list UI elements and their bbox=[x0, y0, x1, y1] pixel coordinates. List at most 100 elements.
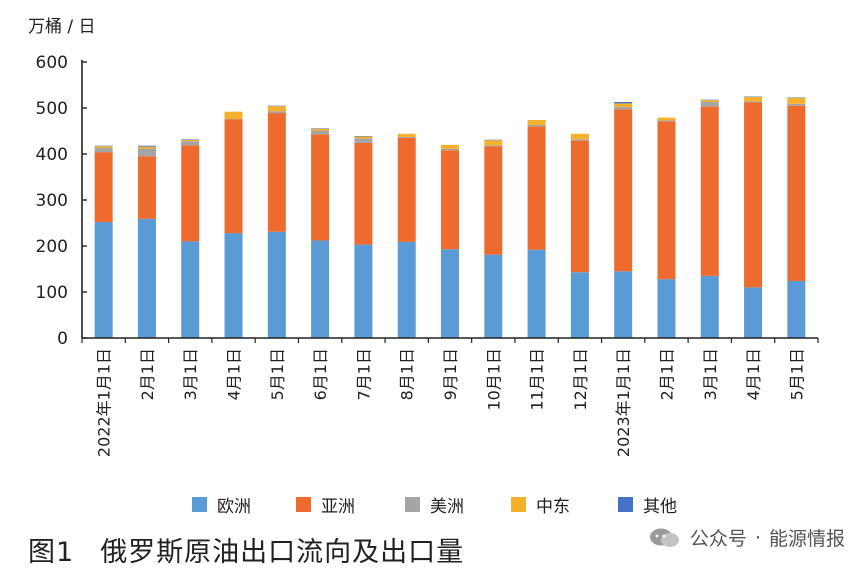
bar-segment-s3-c9 bbox=[484, 140, 503, 146]
bar-segment-s3-c13 bbox=[657, 117, 676, 121]
bar-segment-s1-c12 bbox=[614, 109, 633, 272]
bar-segment-s1-c5 bbox=[311, 134, 330, 241]
bar-segment-s3-c2 bbox=[181, 139, 200, 142]
legend-label-other: 其他 bbox=[643, 497, 677, 517]
bars-layer bbox=[94, 96, 806, 338]
legend-label-asia: 亚洲 bbox=[321, 497, 355, 517]
bar-segment-s3-c11 bbox=[570, 133, 589, 140]
figure-caption: 图1 俄罗斯原油出口流向及出口量 bbox=[28, 530, 464, 569]
legend-label-middle-east: 中东 bbox=[536, 497, 570, 517]
bar-segment-s0-c2 bbox=[181, 241, 200, 338]
x-tick-label: 12月1日 bbox=[571, 348, 590, 411]
bar-segment-s1-c8 bbox=[441, 150, 459, 250]
watermark-account: 公众号 bbox=[689, 528, 747, 550]
bar-segment-s1-c10 bbox=[527, 126, 546, 250]
wechat-icon bbox=[649, 528, 679, 547]
legend-item-middle-east: 中东 bbox=[511, 492, 570, 517]
x-tick-label: 8月1日 bbox=[398, 348, 417, 400]
bar-segment-s2-c0 bbox=[94, 148, 113, 153]
bar-segment-s3-c10 bbox=[527, 119, 546, 126]
y-tick-label: 300 bbox=[36, 191, 68, 211]
bar-segment-s3-c5 bbox=[311, 128, 330, 131]
stacked-bar-chart: 0 100 200 300 400 500 600 2022年1月1日 2月1日 3月1日 4月1日… bbox=[36, 53, 819, 457]
axes-layer: 0 100 200 300 400 500 600 2022年1月1日 2月1日 3月1日 4月1日… bbox=[36, 53, 819, 457]
bar-segment-s3-c3 bbox=[224, 111, 243, 120]
bar-segment-s2-c14 bbox=[700, 102, 719, 107]
bar-segment-s1-c0 bbox=[94, 152, 113, 223]
bar-segment-s2-c8 bbox=[441, 148, 459, 151]
y-unit-label: 万桶 / 日 bbox=[28, 17, 96, 37]
bar-segment-s3-c15 bbox=[744, 96, 763, 102]
x-tick-label: 4月1日 bbox=[744, 348, 763, 400]
bar-segment-s4-c12 bbox=[614, 102, 633, 104]
bar-segment-s0-c3 bbox=[224, 233, 243, 338]
bar-segment-s2-c4 bbox=[267, 111, 286, 114]
bar-segment-s0-c11 bbox=[570, 272, 589, 338]
bar-segment-s3-c7 bbox=[397, 133, 416, 137]
bar-segment-s0-c9 bbox=[484, 254, 503, 338]
bar-segment-s2-c10 bbox=[527, 125, 546, 127]
legend-swatch-asia bbox=[296, 497, 311, 512]
bar-segment-s1-c1 bbox=[137, 156, 156, 219]
bar-segment-s2-c2 bbox=[181, 141, 200, 146]
legend-item-europe: 欧洲 bbox=[192, 492, 251, 517]
bar-segment-s0-c12 bbox=[614, 271, 633, 338]
bar-segment-s1-c4 bbox=[267, 113, 286, 232]
bar-segment-s0-c15 bbox=[744, 287, 763, 338]
bar-segment-s0-c7 bbox=[397, 241, 416, 338]
x-tick-label: 2022年1月1日 bbox=[95, 348, 114, 457]
legend-swatch-other bbox=[618, 497, 633, 512]
bar-segment-s2-c6 bbox=[354, 138, 373, 143]
legend-item-asia: 亚洲 bbox=[296, 492, 355, 517]
x-tick-label: 5月1日 bbox=[787, 348, 806, 400]
y-tick-label: 400 bbox=[36, 145, 68, 165]
bar-segment-s3-c14 bbox=[700, 100, 719, 103]
bar-segment-s2-c15 bbox=[744, 101, 763, 103]
bar-segment-s2-c11 bbox=[570, 139, 589, 141]
y-tick-label: 500 bbox=[36, 99, 68, 119]
watermark: 公众号 · 能源情报 bbox=[648, 524, 845, 551]
bar-segment-s0-c1 bbox=[137, 218, 156, 338]
bar-segment-s4-c1 bbox=[137, 145, 156, 147]
y-tick-label: 0 bbox=[57, 329, 68, 349]
bar-segment-s1-c15 bbox=[744, 102, 763, 288]
bar-segment-s0-c16 bbox=[787, 280, 806, 338]
watermark-name: 能源情报 bbox=[768, 528, 845, 550]
bar-segment-s0-c14 bbox=[700, 275, 719, 338]
legend: 欧洲 亚洲 美洲 中东 其他 bbox=[0, 492, 865, 520]
x-tick-label: 3月1日 bbox=[701, 348, 720, 400]
bar-segment-s1-c14 bbox=[700, 106, 719, 276]
x-tick-label: 9月1日 bbox=[441, 348, 460, 400]
legend-item-americas: 美洲 bbox=[405, 492, 464, 517]
legend-swatch-middle-east bbox=[511, 497, 526, 512]
bar-segment-s2-c7 bbox=[397, 136, 416, 138]
bar-segment-s3-c0 bbox=[94, 146, 113, 149]
figure-number: 图1 bbox=[28, 537, 75, 568]
bar-segment-s1-c6 bbox=[354, 142, 373, 245]
bar-segment-s3-c8 bbox=[441, 144, 459, 149]
bar-segment-s0-c6 bbox=[354, 244, 373, 338]
bar-segment-s3-c1 bbox=[137, 146, 156, 149]
bar-segment-s2-c9 bbox=[484, 145, 503, 147]
bar-segment-s1-c9 bbox=[484, 146, 503, 255]
legend-swatch-americas bbox=[405, 497, 420, 512]
bar-segment-s3-c16 bbox=[787, 97, 806, 104]
bar-segment-s0-c5 bbox=[311, 240, 330, 338]
bar-segment-s2-c13 bbox=[657, 120, 676, 122]
y-tick-label: 100 bbox=[36, 283, 68, 303]
bar-segment-s2-c1 bbox=[137, 148, 156, 157]
x-tick-label: 6月1日 bbox=[311, 348, 330, 400]
y-tick-label: 600 bbox=[36, 53, 68, 73]
bar-segment-s0-c10 bbox=[527, 249, 546, 338]
bar-segment-s1-c11 bbox=[570, 140, 589, 273]
x-tick-label: 2月1日 bbox=[138, 348, 157, 400]
bar-segment-s0-c13 bbox=[657, 279, 676, 338]
bar-segment-s1-c16 bbox=[787, 105, 806, 281]
bar-segment-s3-c12 bbox=[614, 103, 633, 108]
bar-segment-s0-c4 bbox=[267, 231, 286, 338]
x-tick-label: 2月1日 bbox=[657, 348, 676, 400]
legend-item-other: 其他 bbox=[618, 492, 677, 517]
x-tick-label: 7月1日 bbox=[354, 348, 373, 400]
bar-segment-s1-c7 bbox=[397, 137, 416, 242]
bar-segment-s0-c0 bbox=[94, 222, 113, 338]
